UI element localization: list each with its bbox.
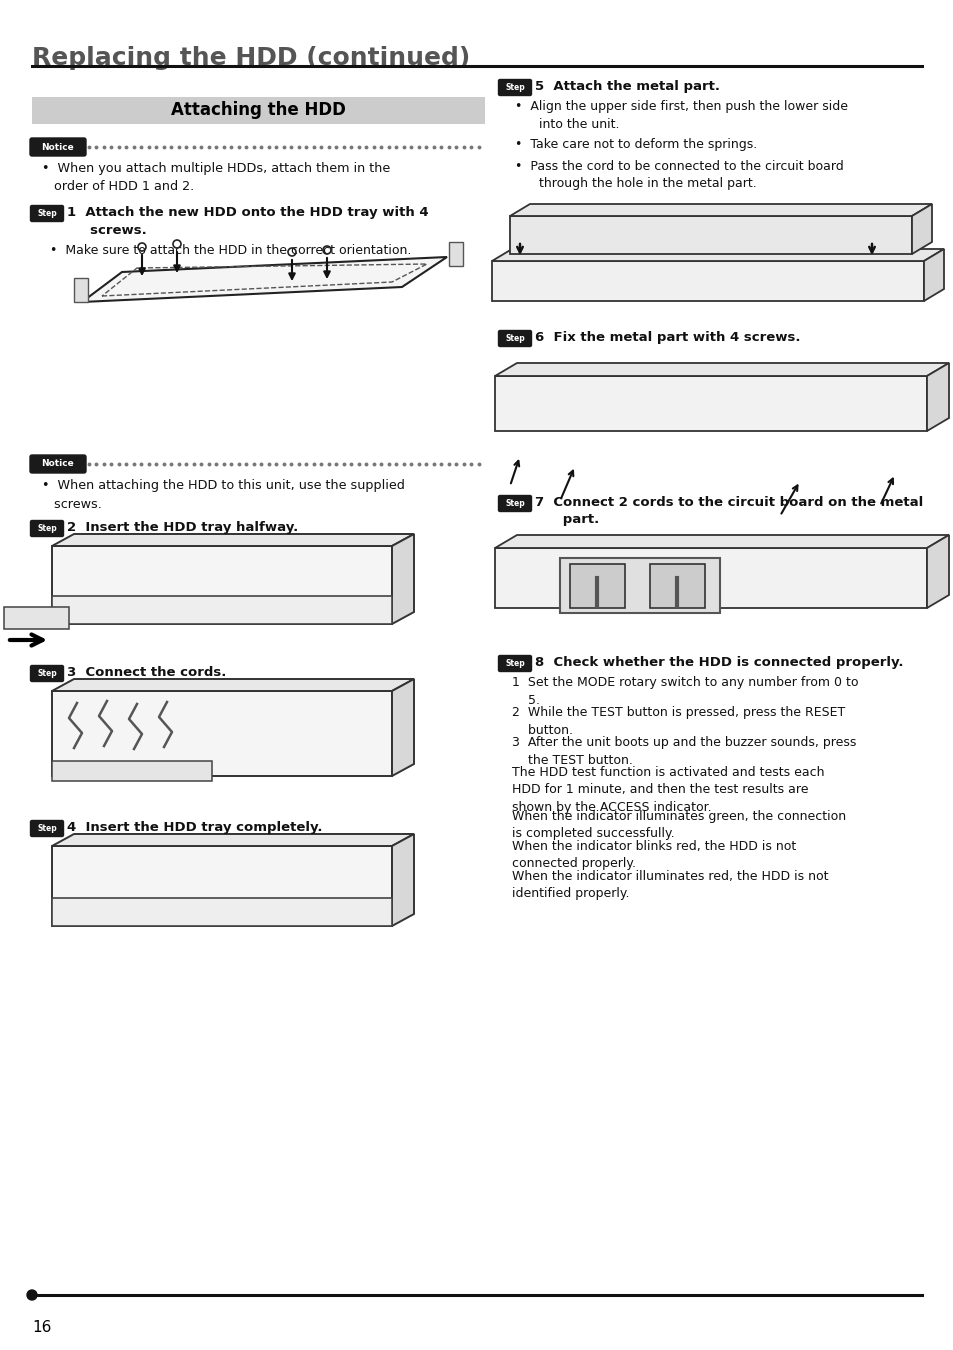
Bar (52, 898, 392, 926)
Polygon shape (52, 679, 414, 691)
Text: Step: Step (37, 524, 57, 533)
FancyBboxPatch shape (30, 138, 86, 157)
Text: 1  Set the MODE rotary switch to any number from 0 to
    5.: 1 Set the MODE rotary switch to any numb… (512, 676, 858, 706)
FancyBboxPatch shape (30, 521, 64, 536)
Polygon shape (392, 834, 414, 926)
Polygon shape (911, 204, 931, 254)
Text: 16: 16 (32, 1320, 51, 1335)
Polygon shape (495, 535, 948, 548)
Polygon shape (52, 535, 414, 545)
Text: 4  Insert the HDD tray completely.: 4 Insert the HDD tray completely. (67, 821, 322, 834)
Text: Replacing the HDD (continued): Replacing the HDD (continued) (32, 46, 470, 70)
Circle shape (27, 1291, 37, 1300)
Bar (569, 564, 624, 608)
Polygon shape (923, 248, 943, 301)
Polygon shape (510, 204, 931, 216)
Polygon shape (492, 248, 943, 261)
Text: Step: Step (37, 670, 57, 678)
FancyBboxPatch shape (498, 656, 531, 671)
Polygon shape (52, 846, 392, 926)
Polygon shape (926, 363, 948, 431)
Polygon shape (392, 535, 414, 624)
Text: •  Take care not to deform the springs.: • Take care not to deform the springs. (515, 138, 757, 151)
Text: •  Make sure to attach the HDD in the correct orientation.: • Make sure to attach the HDD in the cor… (50, 244, 411, 256)
Text: When the indicator blinks red, the HDD is not
connected properly.: When the indicator blinks red, the HDD i… (512, 840, 796, 871)
Bar (649, 564, 704, 608)
Text: •  When you attach multiple HDDs, attach them in the
   order of HDD 1 and 2.: • When you attach multiple HDDs, attach … (42, 162, 390, 193)
Text: When the indicator illuminates green, the connection
is completed successfully.: When the indicator illuminates green, th… (512, 810, 845, 841)
Bar (52, 761, 212, 782)
Bar (449, 242, 462, 266)
Polygon shape (52, 691, 392, 776)
Text: 1  Attach the new HDD onto the HDD tray with 4
     screws.: 1 Attach the new HDD onto the HDD tray w… (67, 207, 428, 236)
Text: •  Align the upper side first, then push the lower side
      into the unit.: • Align the upper side first, then push … (515, 100, 847, 131)
Text: Step: Step (37, 209, 57, 217)
Bar (4, 608, 69, 629)
Text: 3  Connect the cords.: 3 Connect the cords. (67, 666, 226, 679)
Polygon shape (495, 548, 926, 608)
Polygon shape (926, 535, 948, 608)
FancyBboxPatch shape (498, 80, 531, 96)
Text: 8  Check whether the HDD is connected properly.: 8 Check whether the HDD is connected pro… (535, 656, 902, 670)
Polygon shape (392, 679, 414, 776)
Bar (52, 595, 392, 624)
Polygon shape (52, 834, 414, 846)
Text: 3  After the unit boots up and the buzzer sounds, press
    the TEST button.: 3 After the unit boots up and the buzzer… (512, 736, 856, 767)
Text: •  When attaching the HDD to this unit, use the supplied
   screws.: • When attaching the HDD to this unit, u… (42, 479, 404, 510)
Text: 5  Attach the metal part.: 5 Attach the metal part. (535, 80, 720, 93)
FancyBboxPatch shape (30, 455, 86, 472)
Text: Notice: Notice (42, 459, 74, 468)
Text: Step: Step (37, 824, 57, 833)
Bar (559, 558, 720, 613)
Polygon shape (492, 261, 923, 301)
Text: •  Pass the cord to be connected to the circuit board
      through the hole in : • Pass the cord to be connected to the c… (515, 161, 842, 190)
FancyBboxPatch shape (30, 205, 64, 221)
Text: When the indicator illuminates red, the HDD is not
identified properly.: When the indicator illuminates red, the … (512, 869, 827, 900)
Text: 2  Insert the HDD tray halfway.: 2 Insert the HDD tray halfway. (67, 521, 298, 535)
Text: 2  While the TEST button is pressed, press the RESET
    button.: 2 While the TEST button is pressed, pres… (512, 706, 844, 737)
Polygon shape (510, 216, 911, 254)
FancyBboxPatch shape (30, 666, 64, 682)
Text: The HDD test function is activated and tests each
HDD for 1 minute, and then the: The HDD test function is activated and t… (512, 765, 823, 814)
Text: Attaching the HDD: Attaching the HDD (171, 101, 346, 119)
Polygon shape (495, 377, 926, 431)
Polygon shape (495, 363, 948, 377)
Polygon shape (82, 256, 447, 302)
Text: Step: Step (504, 500, 524, 508)
Text: Step: Step (504, 333, 524, 343)
Bar (74, 278, 88, 302)
Text: 7  Connect 2 cords to the circuit board on the metal
      part.: 7 Connect 2 cords to the circuit board o… (535, 495, 923, 526)
FancyBboxPatch shape (498, 495, 531, 512)
FancyBboxPatch shape (498, 331, 531, 347)
Text: Notice: Notice (42, 143, 74, 151)
Text: Step: Step (504, 659, 524, 668)
Bar (32, 97, 484, 124)
Polygon shape (52, 545, 392, 624)
Text: Step: Step (504, 82, 524, 92)
FancyBboxPatch shape (30, 821, 64, 837)
Text: 6  Fix the metal part with 4 screws.: 6 Fix the metal part with 4 screws. (535, 331, 800, 344)
